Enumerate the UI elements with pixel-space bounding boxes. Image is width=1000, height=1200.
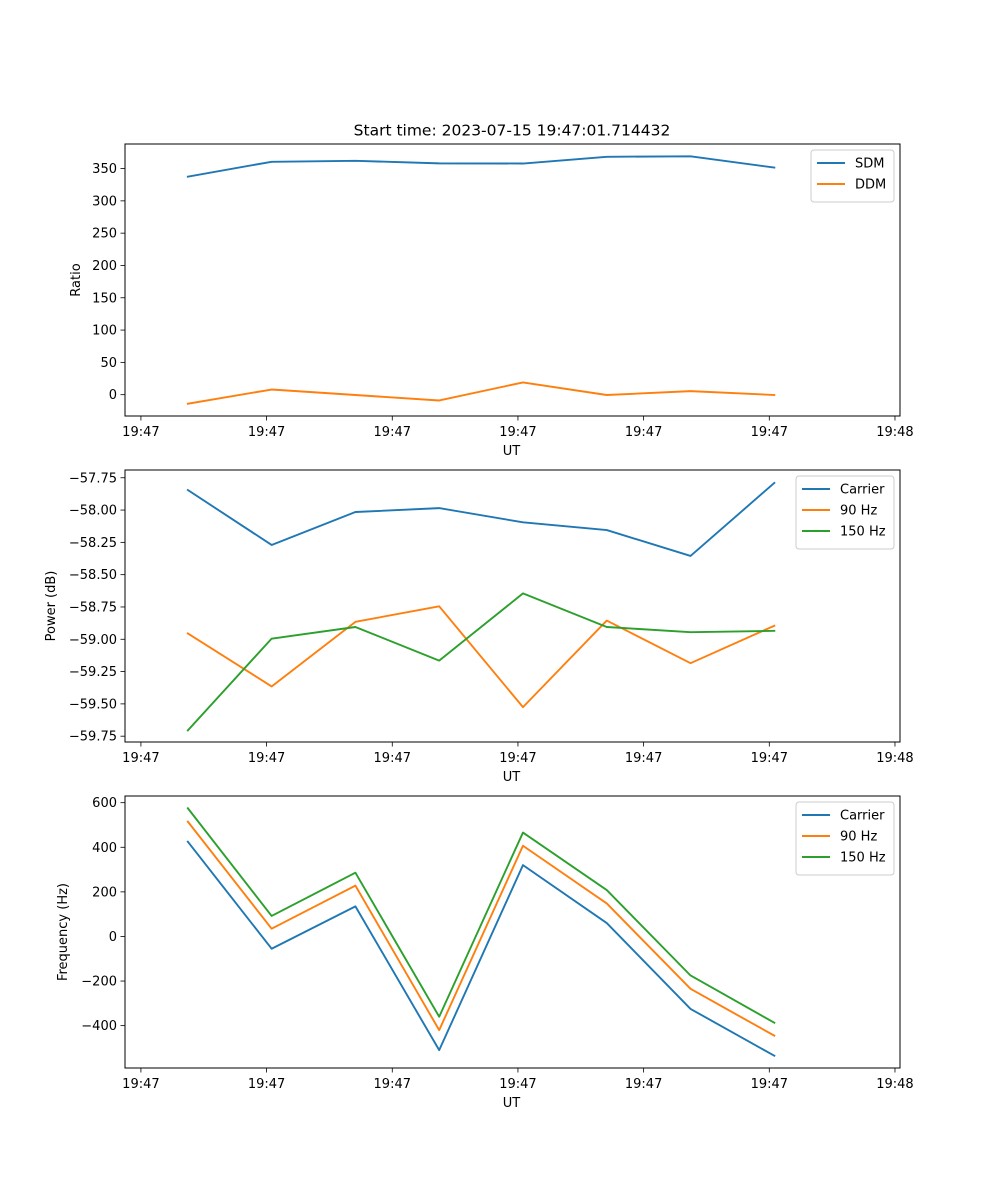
x-tick-label: 19:47 — [625, 425, 662, 440]
y-tick-label: −59.50 — [69, 697, 117, 712]
axes-frame — [124, 469, 901, 743]
x-axis-label: UT — [503, 1096, 521, 1111]
y-tick-label: −59.00 — [69, 633, 117, 648]
series-line-150-hz — [186, 592, 776, 732]
y-axis-label: Frequency (Hz) — [56, 883, 71, 981]
subplot-3: 19:47 19:47 19:47 19:47 19:47 19:47 19:48 −400 −… — [56, 795, 914, 1111]
x-tick-label: 19:47 — [499, 425, 536, 440]
y-tick-label: 400 — [92, 841, 117, 856]
y-tick-label: −58.75 — [69, 600, 117, 615]
y-tick-label: −59.25 — [69, 665, 117, 680]
series-line-carrier — [186, 481, 776, 557]
y-tick-label: −58.25 — [69, 536, 117, 551]
x-tick-label: 19:47 — [122, 751, 159, 766]
y-tick-label: 50 — [100, 356, 117, 371]
x-tick-label: 19:47 — [248, 1077, 285, 1092]
x-tick-label: 19:47 — [751, 751, 788, 766]
x-tick-label: 19:47 — [374, 1077, 411, 1092]
series-line-150-hz — [186, 806, 776, 1025]
series-line-90-hz — [186, 820, 776, 1037]
x-tick-label: 19:48 — [876, 751, 913, 766]
x-tick-label: 19:47 — [625, 751, 662, 766]
legend: Carrier 90 Hz 150 Hz — [795, 801, 895, 876]
legend-label: 150 Hz — [840, 525, 886, 540]
series-line-ddm — [186, 381, 776, 405]
y-tick-label: 100 — [92, 324, 117, 339]
x-tick-label: 19:47 — [122, 1077, 159, 1092]
series-line-sdm — [186, 155, 776, 178]
y-tick-label: −400 — [81, 1019, 117, 1034]
subplots: 19:47 19:47 19:47 19:47 19:47 19:47 19:48 0 50 10… — [44, 143, 914, 1111]
x-tick-label: 19:48 — [876, 1077, 913, 1092]
legend-label: SDM — [855, 157, 884, 172]
y-axis-label: Power (dB) — [44, 571, 59, 642]
y-tick-label: 600 — [92, 796, 117, 811]
x-tick-label: 19:47 — [625, 1077, 662, 1092]
y-tick-label: 150 — [92, 291, 117, 306]
axes-frame — [124, 795, 901, 1069]
y-tick-label: −59.75 — [69, 730, 117, 745]
x-axis-label: UT — [503, 444, 521, 459]
legend-label: 90 Hz — [840, 830, 877, 845]
subplot-1: 19:47 19:47 19:47 19:47 19:47 19:47 19:48 0 50 10… — [69, 143, 914, 459]
legend: SDM DDM — [810, 149, 895, 203]
y-tick-label: 200 — [92, 885, 117, 900]
x-tick-label: 19:47 — [374, 425, 411, 440]
y-tick-label: 200 — [92, 259, 117, 274]
x-tick-label: 19:47 — [374, 751, 411, 766]
series-line-90-hz — [186, 605, 776, 709]
y-tick-label: −58.00 — [69, 504, 117, 519]
axes-frame — [124, 143, 901, 417]
x-tick-label: 19:47 — [751, 425, 788, 440]
x-tick-label: 19:47 — [122, 425, 159, 440]
y-tick-label: −58.50 — [69, 568, 117, 583]
x-tick-label: 19:48 — [876, 425, 913, 440]
legend: Carrier 90 Hz 150 Hz — [795, 475, 895, 550]
y-axis-label: Ratio — [69, 263, 84, 296]
y-tick-label: −200 — [81, 975, 117, 990]
legend-label: DDM — [855, 178, 886, 193]
legend-label: 150 Hz — [840, 851, 886, 866]
y-tick-label: 250 — [92, 227, 117, 242]
series-line-carrier — [186, 840, 776, 1058]
legend-label: 90 Hz — [840, 504, 877, 519]
y-tick-label: 0 — [109, 930, 117, 945]
x-axis-label: UT — [503, 770, 521, 785]
y-tick-label: 350 — [92, 162, 117, 177]
chart-title: Start time: 2023-07-15 19:47:01.714432 — [354, 122, 671, 140]
x-tick-label: 19:47 — [499, 1077, 536, 1092]
subplot-2: 19:47 19:47 19:47 19:47 19:47 19:47 19:48 −59.7… — [44, 469, 914, 785]
y-tick-label: 300 — [92, 194, 117, 209]
x-tick-label: 19:47 — [248, 425, 285, 440]
legend-label: Carrier — [840, 483, 885, 498]
legend-label: Carrier — [840, 809, 885, 824]
y-tick-label: 0 — [109, 388, 117, 403]
y-tick-label: −57.75 — [69, 471, 117, 486]
x-tick-label: 19:47 — [248, 751, 285, 766]
x-tick-label: 19:47 — [751, 1077, 788, 1092]
x-tick-label: 19:47 — [499, 751, 536, 766]
